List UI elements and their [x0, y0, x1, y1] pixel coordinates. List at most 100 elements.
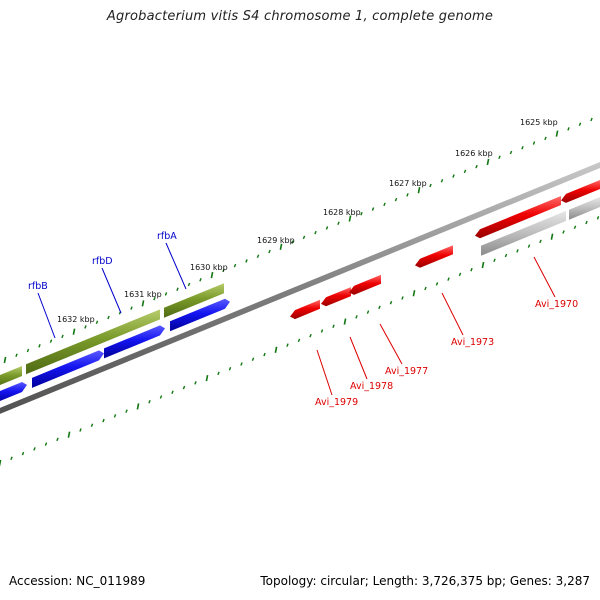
minor-tick [532, 141, 536, 145]
gene-red[interactable] [290, 299, 320, 320]
minor-tick [332, 324, 335, 329]
minor-tick [309, 333, 312, 338]
gene-label[interactable]: rfbD [92, 256, 113, 267]
gene-blue[interactable] [170, 298, 230, 332]
minor-tick [596, 216, 600, 220]
gene-red[interactable] [415, 245, 453, 268]
minor-tick [90, 423, 94, 428]
minor-tick [475, 164, 478, 169]
major-tick [136, 403, 140, 410]
gene-grey[interactable] [481, 210, 566, 256]
minor-tick [84, 325, 87, 329]
major-tick [481, 261, 485, 269]
accession-info: Accession: NC_011989 [9, 574, 146, 588]
gene-label[interactable]: rfbA [157, 231, 177, 242]
tick-label: 1628 kbp [323, 208, 361, 217]
minor-tick [527, 244, 531, 248]
gene-label[interactable]: Avi_1970 [535, 299, 578, 310]
minor-tick [194, 381, 197, 385]
gene-red[interactable] [561, 180, 600, 203]
callout-line [349, 336, 368, 380]
major-tick [343, 318, 347, 325]
minor-tick [199, 278, 202, 282]
gene-red[interactable] [349, 274, 381, 295]
minor-tick [429, 183, 432, 188]
gene-red[interactable] [475, 196, 561, 239]
gene-blue[interactable] [0, 382, 27, 403]
callout-line [533, 256, 556, 298]
gene-label[interactable]: rfbB [28, 281, 48, 292]
minor-tick [585, 220, 588, 225]
minor-tick [394, 197, 398, 202]
minor-tick [240, 362, 243, 366]
minor-tick [297, 338, 301, 343]
minor-tick [516, 249, 519, 253]
minor-tick [171, 390, 174, 395]
minor-tick [107, 315, 110, 320]
callout-line [441, 292, 464, 336]
minor-tick [498, 155, 501, 159]
major-tick [417, 187, 421, 194]
minor-tick [355, 315, 358, 319]
minor-tick [371, 207, 375, 211]
minor-tick [562, 230, 565, 234]
minor-tick [187, 282, 191, 287]
minor-tick [302, 235, 306, 240]
minor-tick [424, 286, 427, 291]
minor-tick [320, 329, 324, 333]
minor-tick [509, 150, 513, 155]
minor-tick [463, 169, 467, 174]
minor-tick [130, 306, 133, 310]
gene-label[interactable]: Avi_1973 [451, 337, 494, 348]
minor-tick [521, 146, 524, 150]
minor-tick [314, 230, 317, 235]
minor-tick [263, 352, 266, 357]
forward-gene-olive[interactable] [164, 283, 224, 318]
forward-gene-olive[interactable] [0, 366, 22, 387]
minor-tick [153, 296, 156, 301]
minor-tick [401, 296, 404, 300]
forward-gene-olive[interactable] [26, 309, 160, 375]
minor-tick [217, 371, 220, 376]
major-tick [486, 158, 490, 166]
minor-tick [44, 442, 48, 446]
map-title: Agrobacterium vitis S4 chromosome 1, com… [106, 9, 494, 24]
minor-tick [113, 414, 117, 418]
callout-line [165, 242, 187, 290]
gene-label[interactable]: Avi_1977 [385, 366, 428, 377]
minor-tick [286, 343, 289, 347]
minor-tick [573, 225, 577, 230]
inner-tick-ring [0, 216, 600, 467]
minor-tick [222, 268, 225, 273]
outer-tick-ring [3, 117, 593, 364]
gene-label[interactable]: Avi_1978 [350, 381, 393, 392]
tick-label: 1627 kbp [389, 179, 427, 188]
gene-red[interactable] [321, 287, 351, 307]
gene-blue[interactable] [104, 325, 165, 359]
gene-blue[interactable] [32, 350, 104, 388]
minor-tick [406, 193, 409, 197]
minor-tick [435, 282, 439, 286]
genome-summary: Topology: circular; Length: 3,726,375 bp… [260, 574, 590, 588]
tick-label: 1626 kbp [455, 149, 493, 158]
gene-features [0, 180, 600, 403]
major-tick [205, 374, 209, 382]
major-tick [3, 356, 7, 364]
minor-tick [182, 385, 186, 390]
minor-tick [268, 249, 271, 254]
minor-tick [228, 366, 232, 371]
gene-label[interactable]: Avi_1979 [315, 397, 358, 408]
minor-tick [440, 179, 444, 183]
tick-label: 1630 kbp [190, 263, 228, 272]
major-tick [72, 328, 76, 335]
gene-callouts: rfbA rfbD rfbB Avi_1970 Avi_1973 Avi_1977 Avi_… [28, 231, 578, 408]
minor-tick [567, 127, 570, 131]
minor-tick [61, 334, 64, 339]
major-tick [274, 346, 278, 353]
gene-grey[interactable] [569, 197, 600, 220]
minor-tick [539, 239, 542, 244]
callout-line [37, 292, 56, 339]
callout-line [379, 323, 403, 365]
major-tick [555, 130, 559, 137]
major-tick [210, 271, 214, 279]
